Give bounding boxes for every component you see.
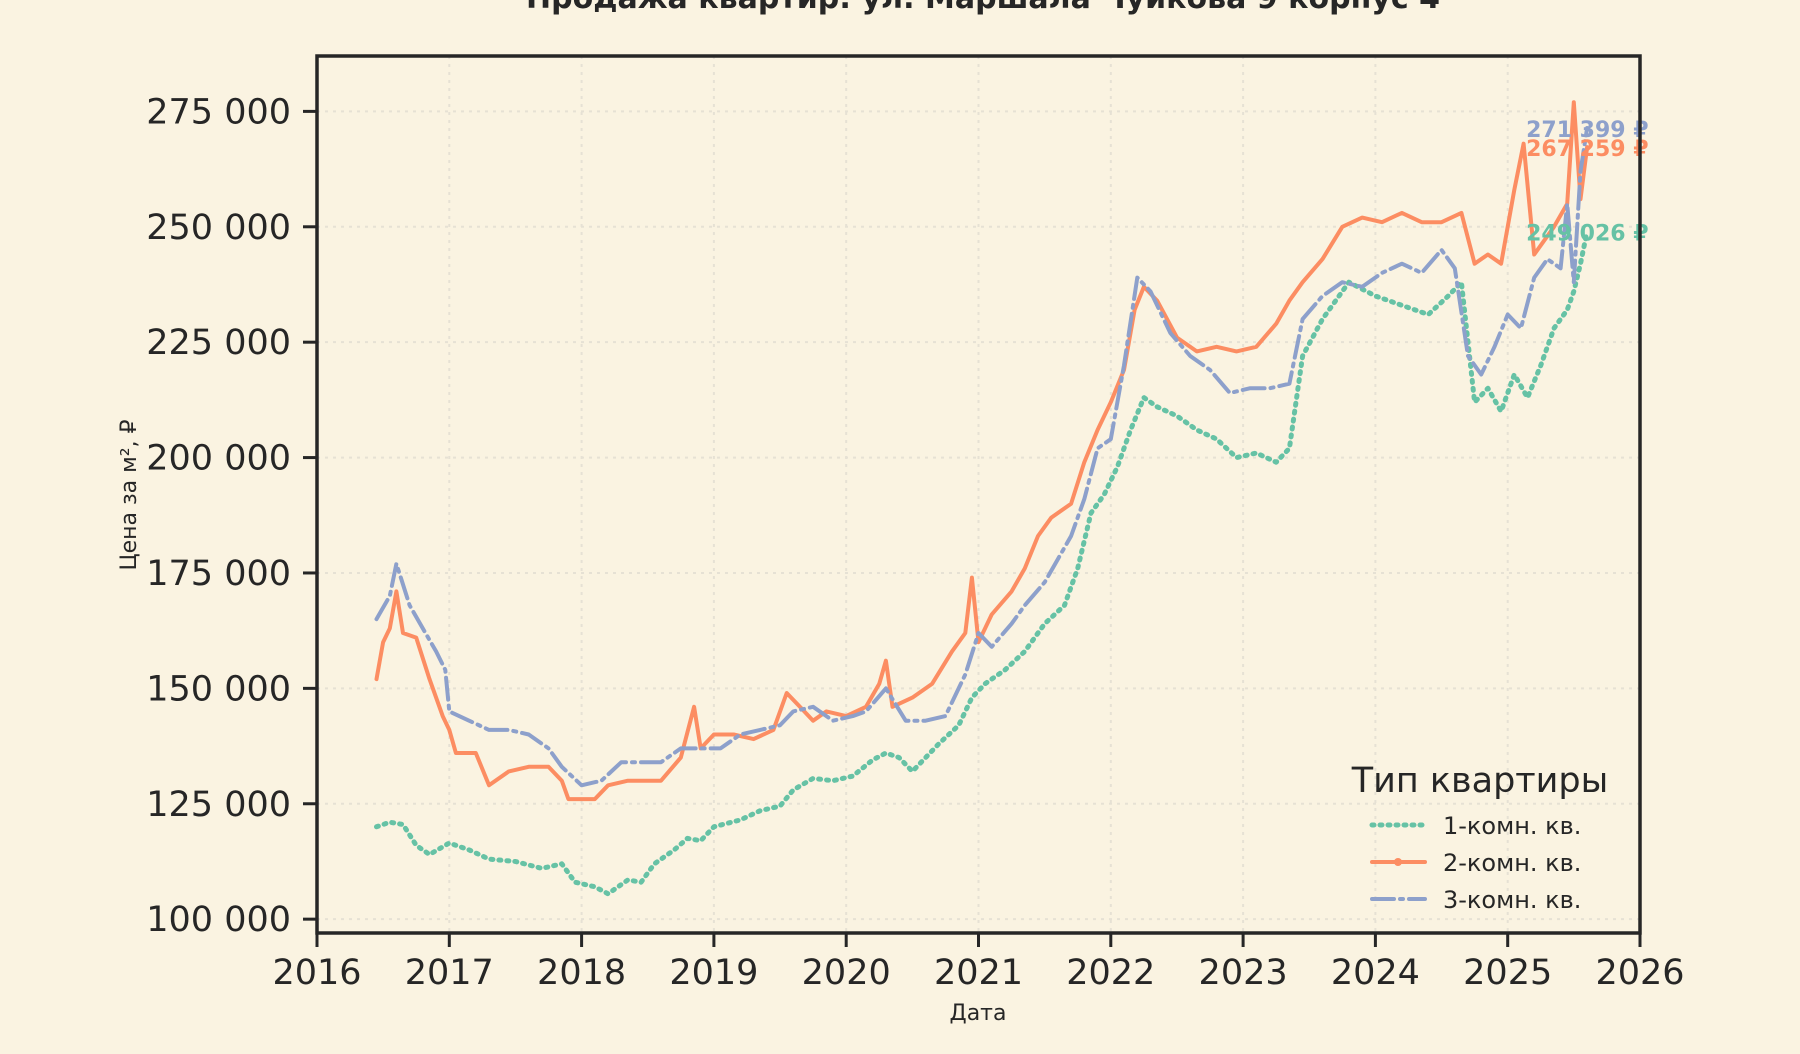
y-tick-label: 150 000: [146, 669, 291, 709]
x-tick-label: 2018: [537, 953, 626, 993]
chart-title: Продажа квартир: ул. Маршала Чуйкова 9 к…: [526, 0, 1440, 16]
series-line-2: [374, 100, 1590, 802]
x-tick-label: 2017: [405, 953, 494, 993]
y-tick-label: 275 000: [146, 92, 291, 132]
end-label-3: 271 399 ₽: [1526, 118, 1648, 143]
x-tick-label: 2019: [669, 953, 758, 993]
x-tick-label: 2023: [1199, 953, 1288, 993]
x-tick-label: 2020: [802, 953, 891, 993]
legend-label-1: 1-комн. кв.: [1443, 812, 1581, 840]
legend-label-3: 3-комн. кв.: [1443, 886, 1581, 914]
series-layer: [374, 100, 1590, 897]
x-tick-label: 2024: [1331, 953, 1420, 993]
end-labels: 249 026 ₽ 267 259 ₽271 399 ₽: [1526, 118, 1648, 246]
grid: [316, 56, 1641, 933]
x-axis-label: Дата: [950, 1001, 1007, 1026]
legend-marker-2: [1394, 858, 1402, 866]
y-tick-label: 200 000: [146, 439, 291, 479]
x-tick-label: 2026: [1595, 953, 1684, 993]
legend-label-2: 2-комн. кв.: [1443, 849, 1581, 877]
y-tick-label: 125 000: [146, 785, 291, 825]
x-tick-label: 2025: [1463, 953, 1552, 993]
x-tick-label: 2022: [1066, 953, 1155, 993]
legend-title: Тип квартиры: [1351, 761, 1609, 801]
legend: Тип квартиры 1-комн. кв. 2-комн. кв. 3-ком…: [1351, 761, 1609, 914]
x-tick-label: 2016: [272, 953, 361, 993]
y-tick-label: 250 000: [146, 208, 291, 248]
end-label-2: 267 259 ₽: [1526, 137, 1648, 162]
x-axis: 2016 2017 2018 2019 2020 2021 2022 2023 2024 2025…: [272, 933, 1685, 993]
y-axis: 100 000 125 000 150 000 175 000 200 000 225 0…: [146, 92, 317, 940]
x-tick-label: 2021: [934, 953, 1023, 993]
y-tick-label: 100 000: [146, 900, 291, 940]
y-tick-label: 175 000: [146, 554, 291, 594]
end-label-1: 249 026 ₽: [1526, 221, 1648, 246]
series-line-1: [374, 228, 1590, 897]
series-line-3: [374, 126, 1590, 788]
y-tick-label: 225 000: [146, 323, 291, 363]
y-axis-label: Цена за м², ₽: [117, 419, 142, 570]
